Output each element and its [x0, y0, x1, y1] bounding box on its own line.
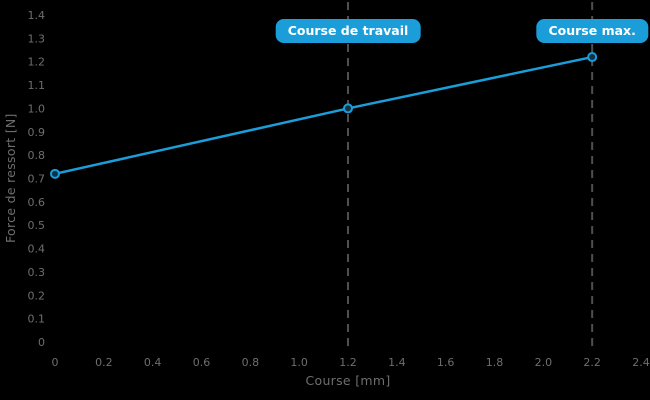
y-tick-label: 1.3 — [28, 32, 46, 45]
y-tick-label: 1.0 — [28, 102, 46, 115]
x-tick-label: 0.8 — [242, 356, 260, 369]
x-tick-label: 1.2 — [339, 356, 357, 369]
y-tick-label: 0.8 — [28, 149, 46, 162]
x-tick-label: 1.6 — [437, 356, 455, 369]
annotation-course-max: Course max. — [536, 19, 648, 44]
y-tick-label: 1.1 — [28, 79, 46, 92]
x-tick-label: 2.0 — [535, 356, 553, 369]
y-tick-label: 0.5 — [28, 219, 46, 232]
y-tick-label: 1.4 — [28, 9, 46, 22]
y-tick-label: 0.9 — [28, 126, 46, 139]
y-tick-label: 0.6 — [28, 196, 46, 209]
x-tick-label: 2.2 — [583, 356, 601, 369]
x-tick-label: 1.4 — [388, 356, 406, 369]
data-point-marker — [343, 103, 353, 114]
x-axis-title: Course [mm] — [305, 373, 391, 388]
y-tick-label: 0 — [38, 336, 45, 349]
x-tick-label: 2.4 — [632, 356, 650, 369]
x-tick-label: 1.8 — [486, 356, 504, 369]
x-tick-label: 0 — [52, 356, 59, 369]
annotation-course-de-travail: Course de travail — [275, 19, 421, 44]
y-tick-label: 0.4 — [28, 243, 46, 256]
data-point-marker — [587, 52, 598, 63]
x-tick-label: 0.2 — [95, 356, 113, 369]
y-tick-label: 0.1 — [28, 313, 46, 326]
y-tick-label: 0.3 — [28, 266, 46, 279]
y-tick-label: 0.7 — [28, 173, 46, 186]
y-tick-label: 0.2 — [28, 289, 46, 302]
y-tick-label: 1.2 — [28, 56, 46, 69]
x-tick-label: 0.4 — [144, 356, 162, 369]
force-line — [54, 55, 593, 176]
data-point-marker — [50, 168, 60, 179]
x-tick-label: 0.6 — [193, 356, 211, 369]
x-tick-label: 1.0 — [290, 356, 308, 369]
